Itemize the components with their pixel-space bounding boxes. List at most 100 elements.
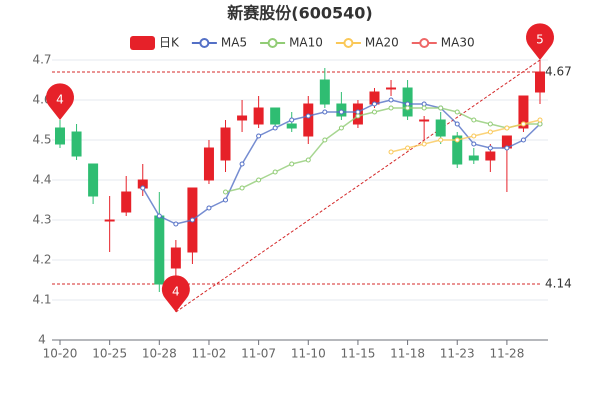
- candle-body: [419, 119, 430, 122]
- ma-point: [454, 121, 460, 127]
- candle-body: [203, 147, 214, 181]
- x-tick-label: 11-23: [440, 347, 475, 361]
- ma-point: [405, 101, 411, 107]
- ma-point: [471, 141, 477, 147]
- ma-point: [388, 105, 394, 111]
- ma-point: [421, 105, 427, 111]
- candle-body: [121, 191, 132, 213]
- ma-point: [438, 137, 444, 143]
- x-tick-label: 11-15: [340, 347, 375, 361]
- ma-point: [256, 177, 262, 183]
- candle-body: [71, 131, 82, 157]
- ma-point: [338, 125, 344, 131]
- x-tick-label: 11-10: [291, 347, 326, 361]
- trend-line: [175, 59, 541, 313]
- legend-icon: [130, 36, 155, 50]
- ma-point: [239, 161, 245, 167]
- ma-point: [438, 105, 444, 111]
- pin: [46, 83, 74, 120]
- candle-body: [237, 115, 248, 121]
- ma-point: [405, 105, 411, 111]
- candle-body: [220, 127, 231, 161]
- legend-item: MA30: [411, 36, 475, 50]
- y-tick-label: 4.5: [32, 133, 51, 147]
- candle-body: [286, 123, 297, 129]
- candle-body: [270, 107, 281, 125]
- candle-body: [170, 247, 181, 269]
- y-tick-label: 4.7: [32, 53, 51, 67]
- candle-body: [154, 215, 165, 285]
- ref-label: 4.67: [545, 65, 572, 79]
- ma-point: [471, 133, 477, 139]
- ma-point: [289, 117, 295, 123]
- pin-label: 4: [56, 93, 64, 107]
- legend-label: MA30: [441, 36, 475, 50]
- ma-point: [140, 185, 146, 191]
- ma-point: [338, 109, 344, 115]
- y-tick-label: 4.2: [32, 253, 51, 267]
- legend-icon: [343, 38, 354, 48]
- legend-icon: [199, 38, 210, 48]
- ma-point: [421, 141, 427, 147]
- ma-point: [487, 145, 493, 151]
- x-tick-label: 11-02: [192, 347, 227, 361]
- legend-item: 日K: [130, 36, 180, 50]
- ma-point: [388, 149, 394, 155]
- pin-label: 4: [172, 285, 180, 299]
- ma-point: [471, 117, 477, 123]
- candle-body: [435, 119, 446, 137]
- ma-point: [388, 97, 394, 103]
- ma-point: [520, 137, 526, 143]
- ma-point: [537, 121, 543, 127]
- ma-point: [371, 109, 377, 115]
- candle-body: [485, 151, 496, 161]
- ma-point: [256, 133, 262, 139]
- ma-point: [239, 185, 245, 191]
- legend-item: MA10: [260, 36, 323, 50]
- y-tick-label: 4.1: [32, 293, 51, 307]
- ma-point: [371, 101, 377, 107]
- ma-point: [322, 137, 328, 143]
- legend-item: MA20: [335, 36, 399, 50]
- ma-point: [487, 129, 493, 135]
- ma-point: [223, 197, 229, 203]
- pin-label: 5: [536, 33, 544, 47]
- chart-title: 新赛股份(600540): [227, 4, 372, 23]
- pin: [161, 275, 190, 312]
- ref-label: 4.14: [545, 277, 572, 291]
- ma-point: [289, 161, 295, 167]
- x-tick-label: 11-07: [241, 347, 276, 361]
- ma-point: [487, 121, 493, 127]
- candle-body: [253, 107, 264, 125]
- ma-point: [421, 101, 427, 107]
- ma-point: [322, 109, 328, 115]
- ma-point: [305, 113, 311, 119]
- candle-body: [452, 135, 463, 165]
- ma-point: [454, 137, 460, 143]
- legend-label: MA20: [365, 36, 399, 50]
- candle-body: [88, 163, 99, 197]
- ma-point: [520, 121, 526, 127]
- ma-point: [537, 117, 543, 123]
- candle-body: [319, 79, 330, 105]
- ma-point: [206, 205, 212, 211]
- candle-body: [535, 71, 545, 93]
- candle-body: [104, 219, 115, 222]
- ma-point: [189, 217, 195, 223]
- ma-point: [156, 213, 162, 219]
- ma-point: [355, 109, 361, 115]
- ma-point: [223, 189, 229, 195]
- candle-body: [386, 87, 397, 90]
- candle-body: [518, 95, 529, 129]
- legend-label: MA10: [289, 36, 323, 50]
- y-tick-label: 4.3: [32, 213, 51, 227]
- ma-point: [405, 145, 411, 151]
- ma-point: [272, 125, 278, 131]
- x-tick-label: 10-28: [142, 347, 177, 361]
- candle-body: [468, 155, 479, 161]
- pin: [526, 23, 555, 60]
- x-tick-label: 11-28: [489, 347, 524, 361]
- legend-icon: [419, 38, 430, 48]
- ma-line: [390, 119, 541, 153]
